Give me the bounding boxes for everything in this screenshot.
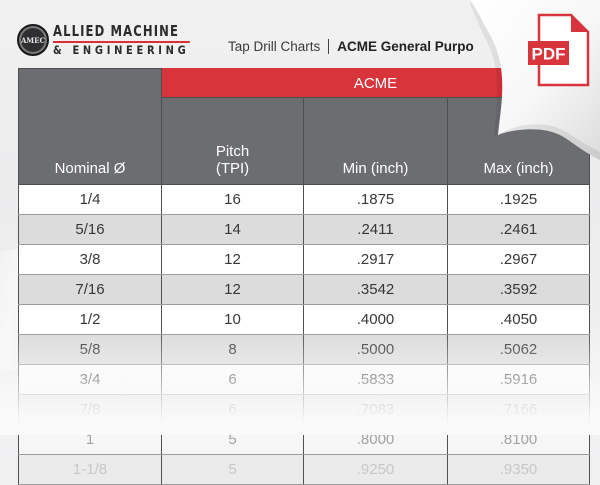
logo-badge-text: AMEC [20, 35, 46, 45]
cell-min: .5833 [303, 364, 448, 395]
table-row: 1/2 10 .4000 .4050 [18, 304, 590, 335]
logo-line2: & ENGINEERING [53, 42, 190, 57]
column-header-pitch-line1: Pitch [215, 142, 250, 160]
cell-max: .4050 [447, 304, 590, 335]
column-header-min: Min (inch) [303, 97, 448, 185]
pdf-label: PDF [532, 45, 566, 64]
cell-nominal: 1/2 [18, 304, 162, 335]
cell-min: .7083 [303, 394, 448, 425]
title-separator [328, 39, 330, 54]
cell-pitch: 5 [161, 454, 304, 485]
column-header-nominal: Nominal Ø [18, 68, 162, 185]
cell-pitch: 12 [161, 274, 304, 305]
cell-max: .7166 [447, 394, 590, 425]
table-row: 3/8 12 .2917 .2967 [18, 244, 590, 275]
cell-nominal: 5/8 [18, 334, 162, 365]
cell-max: .1925 [447, 184, 590, 215]
cell-pitch: 6 [161, 364, 304, 395]
company-logo: AMEC ALLIED MACHINE & ENGINEERING [17, 20, 212, 60]
cell-max: .2967 [447, 244, 590, 275]
title-subject: ACME General Purpo [337, 39, 474, 54]
cell-pitch: 8 [161, 334, 304, 365]
cell-pitch: 10 [161, 304, 304, 335]
cell-min: .2411 [303, 214, 448, 245]
title-section: Tap Drill Charts [228, 39, 321, 54]
column-header-max-label: Max (inch) [483, 159, 554, 177]
cell-pitch: 14 [161, 214, 304, 245]
column-header-min-label: Min (inch) [342, 159, 409, 177]
group-header-label: ACME [353, 74, 398, 92]
table-row: 7/8 6 .7083 .7166 [18, 394, 590, 425]
table-row: 5/16 14 .2411 .2461 [18, 214, 590, 245]
cell-nominal: 3/8 [18, 244, 162, 275]
cell-max: .8100 [447, 424, 590, 455]
cell-pitch: 12 [161, 244, 304, 275]
pdf-download-button[interactable]: PDF [526, 13, 590, 87]
table-row: 3/4 6 .5833 .5916 [18, 364, 590, 395]
table-row: 7/16 12 .3542 .3592 [18, 274, 590, 305]
cell-min: .4000 [303, 304, 448, 335]
cell-min: .2917 [303, 244, 448, 275]
table-row: 1-1/8 5 .9250 .9350 [18, 454, 590, 485]
cell-max: .2461 [447, 214, 590, 245]
cell-pitch: 6 [161, 394, 304, 425]
cell-max: .3592 [447, 274, 590, 305]
cell-nominal: 1 [18, 424, 162, 455]
table-row: 1 5 .8000 .8100 [18, 424, 590, 455]
logo-line1: ALLIED MACHINE [53, 23, 190, 43]
column-header-pitch-line2: (TPI) [215, 159, 250, 177]
logo-badge-icon: AMEC [17, 24, 49, 56]
table-row: 5/8 8 .5000 .5062 [18, 334, 590, 365]
cell-min: .5000 [303, 334, 448, 365]
logo-wordmark: ALLIED MACHINE & ENGINEERING [53, 23, 212, 57]
cell-min: .9250 [303, 454, 448, 485]
cell-min: .1875 [303, 184, 448, 215]
cell-nominal: 7/16 [18, 274, 162, 305]
document-title: Tap Drill Charts ACME General Purpo [228, 39, 474, 54]
cell-max: .5916 [447, 364, 590, 395]
column-header-nominal-label: Nominal Ø [54, 159, 126, 177]
cell-nominal: 3/4 [18, 364, 162, 395]
cell-nominal: 5/16 [18, 214, 162, 245]
cell-min: .3542 [303, 274, 448, 305]
cell-min: .8000 [303, 424, 448, 455]
acme-table: Nominal Ø ACME Pitch (TPI) Min (inch) [18, 67, 590, 485]
tap-drill-table: Nominal Ø ACME Pitch (TPI) Min (inch) [18, 67, 590, 485]
cell-max: .9350 [447, 454, 590, 485]
cell-nominal: 1/4 [18, 184, 162, 215]
column-header-max: Max (inch) [447, 97, 590, 185]
cell-max: .5062 [447, 334, 590, 365]
cell-pitch: 5 [161, 424, 304, 455]
cell-pitch: 16 [161, 184, 304, 215]
cell-nominal: 7/8 [18, 394, 162, 425]
column-header-pitch: Pitch (TPI) [161, 97, 304, 185]
cell-nominal: 1-1/8 [18, 454, 162, 485]
table-row: 1/4 16 .1875 .1925 [18, 184, 590, 215]
